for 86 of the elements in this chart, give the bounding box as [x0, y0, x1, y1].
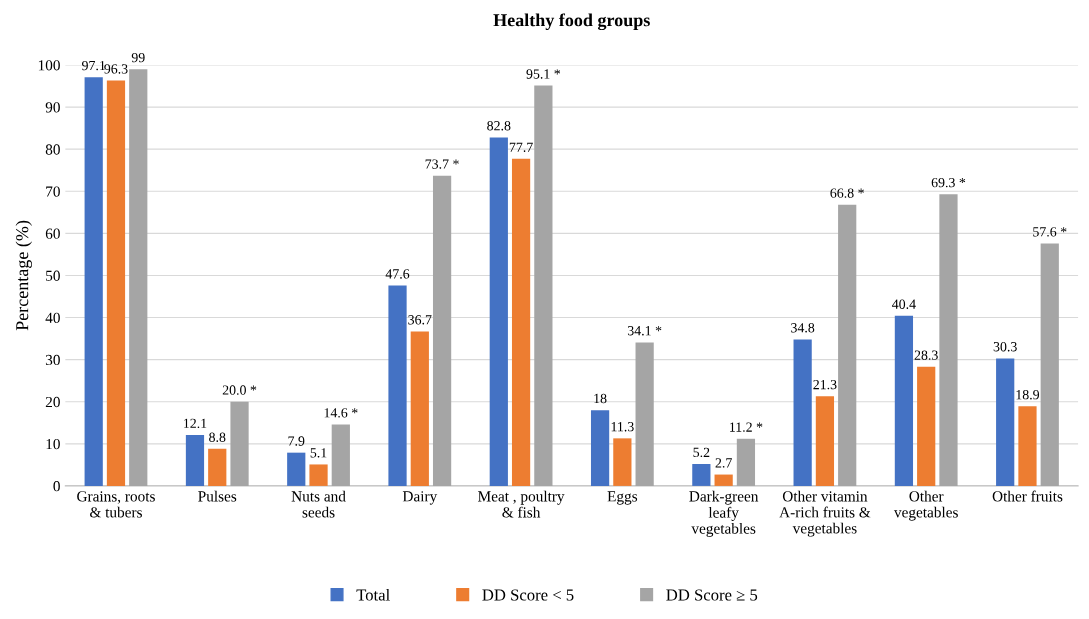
bar	[511, 158, 531, 486]
bar	[106, 80, 126, 486]
bar	[1018, 406, 1037, 486]
bar	[815, 396, 835, 486]
x-tick-label: Pulses	[198, 490, 237, 502]
data-label: 5.1	[310, 448, 327, 458]
x-tick-label: Other vitamin A-rich fruits & vegetables	[779, 490, 871, 537]
bar	[917, 366, 936, 486]
data-label: 73.7 *	[425, 159, 459, 169]
bar	[388, 285, 407, 486]
y-tick-label: 100	[38, 60, 60, 71]
bar	[996, 358, 1015, 486]
y-tick-label: 60	[45, 228, 60, 239]
data-label: 12.1	[184, 418, 207, 429]
y-tick-label: 10	[46, 438, 60, 450]
bar	[838, 204, 857, 486]
data-label: 21.3	[813, 379, 837, 390]
data-label: 36.7	[408, 315, 432, 325]
data-label: 82.8	[487, 121, 511, 131]
bar	[410, 331, 429, 486]
bar	[613, 438, 632, 486]
bar	[534, 85, 553, 486]
data-label: 34.1 *	[627, 326, 662, 336]
bar	[635, 342, 654, 486]
data-label: 30.3	[993, 342, 1017, 352]
x-tick-label: Other vegetables	[893, 490, 958, 521]
bar	[185, 434, 205, 486]
y-tick-label: 70	[46, 186, 60, 197]
bar	[230, 401, 249, 486]
y-tick-label: 40	[45, 312, 60, 323]
data-label: 7.9	[288, 436, 305, 446]
data-label: 18.9	[1016, 390, 1040, 400]
y-tick-label: 20	[45, 396, 60, 408]
data-label: 18	[594, 393, 607, 404]
bar	[894, 315, 914, 486]
legend-label: Total	[356, 588, 390, 601]
bar	[1040, 243, 1059, 486]
data-label: 8.8	[209, 432, 226, 442]
bar	[489, 137, 508, 486]
data-label: 96.3	[104, 64, 128, 74]
legend-label: DD Score < 5	[482, 589, 574, 601]
data-label: 14.6 *	[324, 408, 358, 418]
y-tick-label: 90	[45, 102, 60, 113]
x-tick-label: Nuts and seeds	[291, 490, 346, 518]
data-label: 5.2	[693, 447, 710, 458]
data-label: 97.1	[81, 60, 106, 71]
data-label: 11.3	[611, 422, 634, 432]
data-label: 95.1 *	[526, 69, 561, 79]
x-tick-label: Eggs	[607, 491, 638, 505]
y-tick-label: 50	[46, 270, 60, 281]
data-label: 99	[131, 52, 145, 63]
data-label: 20.0 *	[222, 385, 257, 395]
bar	[129, 69, 148, 486]
x-tick-label: Dark-green leafy vegetables	[689, 490, 759, 537]
bar	[309, 464, 328, 486]
bar	[736, 438, 756, 486]
bar	[287, 452, 306, 486]
data-label: 57.6 *	[1033, 227, 1067, 237]
data-label: 2.7	[715, 458, 732, 468]
bar	[432, 175, 452, 486]
data-label: 11.2 *	[730, 422, 763, 432]
bar	[793, 339, 812, 486]
data-label: 66.8 *	[830, 188, 864, 198]
x-tick-label: Meat , poultry & fish	[478, 490, 565, 518]
bar	[84, 77, 103, 486]
bar	[939, 194, 958, 486]
x-tick-label: Dairy	[402, 491, 438, 505]
bar	[331, 424, 350, 486]
data-label: 34.8	[791, 323, 815, 333]
bar	[714, 474, 733, 486]
x-tick-label: Grains, roots & tubers	[77, 491, 155, 518]
data-label: 77.7	[509, 142, 533, 152]
y-tick-label: 0	[53, 481, 60, 492]
data-label: 40.4	[892, 299, 916, 309]
data-label: 47.6	[385, 269, 410, 279]
y-tick-label: 80	[45, 144, 60, 155]
data-label: 28.3	[914, 350, 938, 360]
bar	[208, 448, 227, 486]
chart-title: Healthy food groups	[493, 13, 650, 31]
y-axis-title: Percentage (%)	[15, 220, 33, 331]
bar	[590, 410, 610, 486]
bar	[692, 464, 711, 486]
data-label: 69.3 *	[931, 177, 966, 188]
legend-label: DD Score ≥ 5	[666, 589, 758, 601]
y-tick-label: 30	[45, 354, 60, 366]
x-tick-label: Other fruits	[992, 490, 1063, 502]
